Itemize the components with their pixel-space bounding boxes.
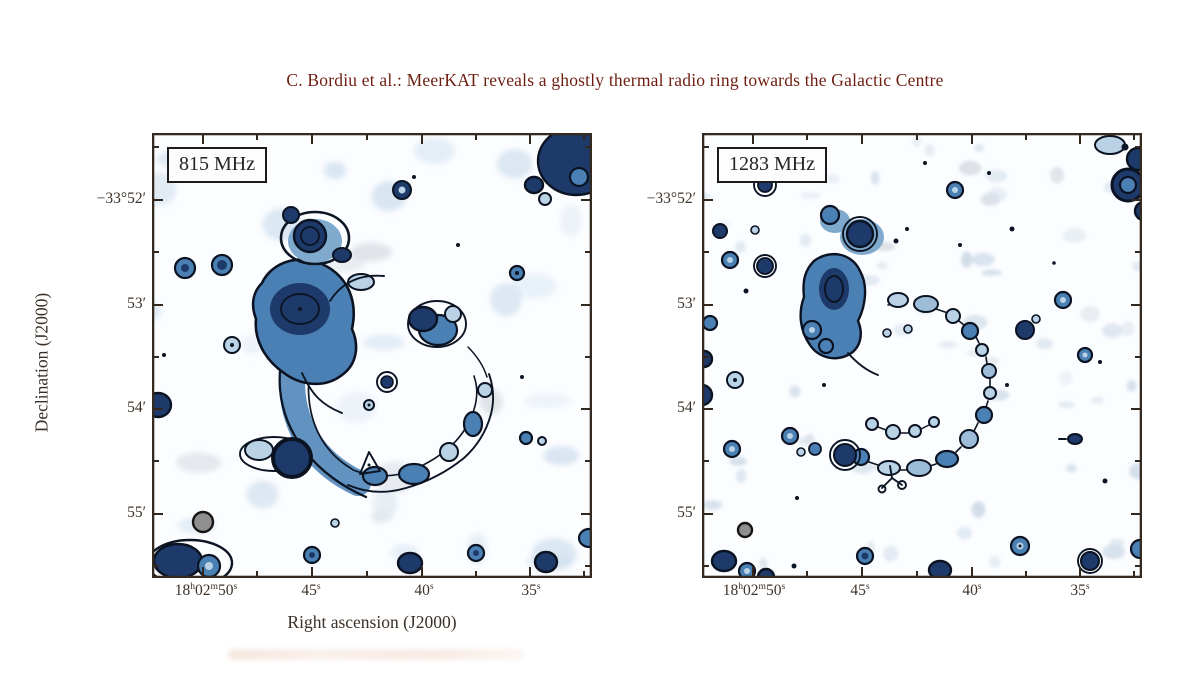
- x-tick-label: 18h02m50s: [174, 581, 238, 600]
- x-tick-label: 45s: [301, 581, 321, 600]
- paper-title: C. Bordiu et al.: MeerKAT reveals a ghos…: [286, 70, 944, 90]
- beam-ellipse: [191, 510, 215, 534]
- y-tick-label: 54′: [677, 399, 696, 416]
- x-axis-label: Right ascension (J2000): [287, 612, 457, 632]
- x-tick-label: 18h02m50s: [722, 581, 786, 600]
- y-tick-label: 53′: [677, 295, 696, 312]
- panel-frame: [152, 133, 592, 578]
- compact-sources: [702, 135, 1142, 578]
- radio-map-815mhz: [152, 133, 592, 578]
- map-background: [152, 133, 592, 578]
- panel-frame: [702, 133, 1142, 578]
- blurred-artifact: [228, 649, 523, 660]
- beam-ellipse: [736, 521, 754, 539]
- y-tick-label: 54′: [127, 399, 146, 416]
- x-tick-label: 35s: [1070, 581, 1090, 600]
- x-tick-label: 40s: [414, 581, 434, 600]
- compact-sources: [152, 133, 592, 578]
- axis-ticks: [154, 135, 590, 576]
- ring-structure: [251, 258, 495, 499]
- axis-ticks: [704, 135, 1140, 576]
- y-tick-label: 53′: [127, 295, 146, 312]
- frequency-label-1283: 1283 MHz: [717, 147, 828, 183]
- y-tick-label: 55′: [127, 504, 146, 521]
- x-tick-label: 35s: [521, 581, 541, 600]
- radio-map-1283mhz: [702, 133, 1142, 578]
- x-tick-label: 45s: [850, 581, 870, 600]
- y-tick-label: 55′: [677, 504, 696, 521]
- y-tick-label: −33°52′: [96, 190, 146, 207]
- frequency-label-815: 815 MHz: [167, 147, 268, 183]
- y-axis-label: Declination (J2000): [31, 292, 52, 433]
- map-background: [702, 133, 1142, 578]
- x-tick-label: 40s: [962, 581, 982, 600]
- y-tick-label: −33°52′: [646, 190, 696, 207]
- ring-structure: [799, 252, 997, 494]
